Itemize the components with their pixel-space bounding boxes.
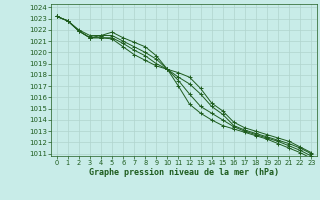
X-axis label: Graphe pression niveau de la mer (hPa): Graphe pression niveau de la mer (hPa) xyxy=(89,168,279,177)
